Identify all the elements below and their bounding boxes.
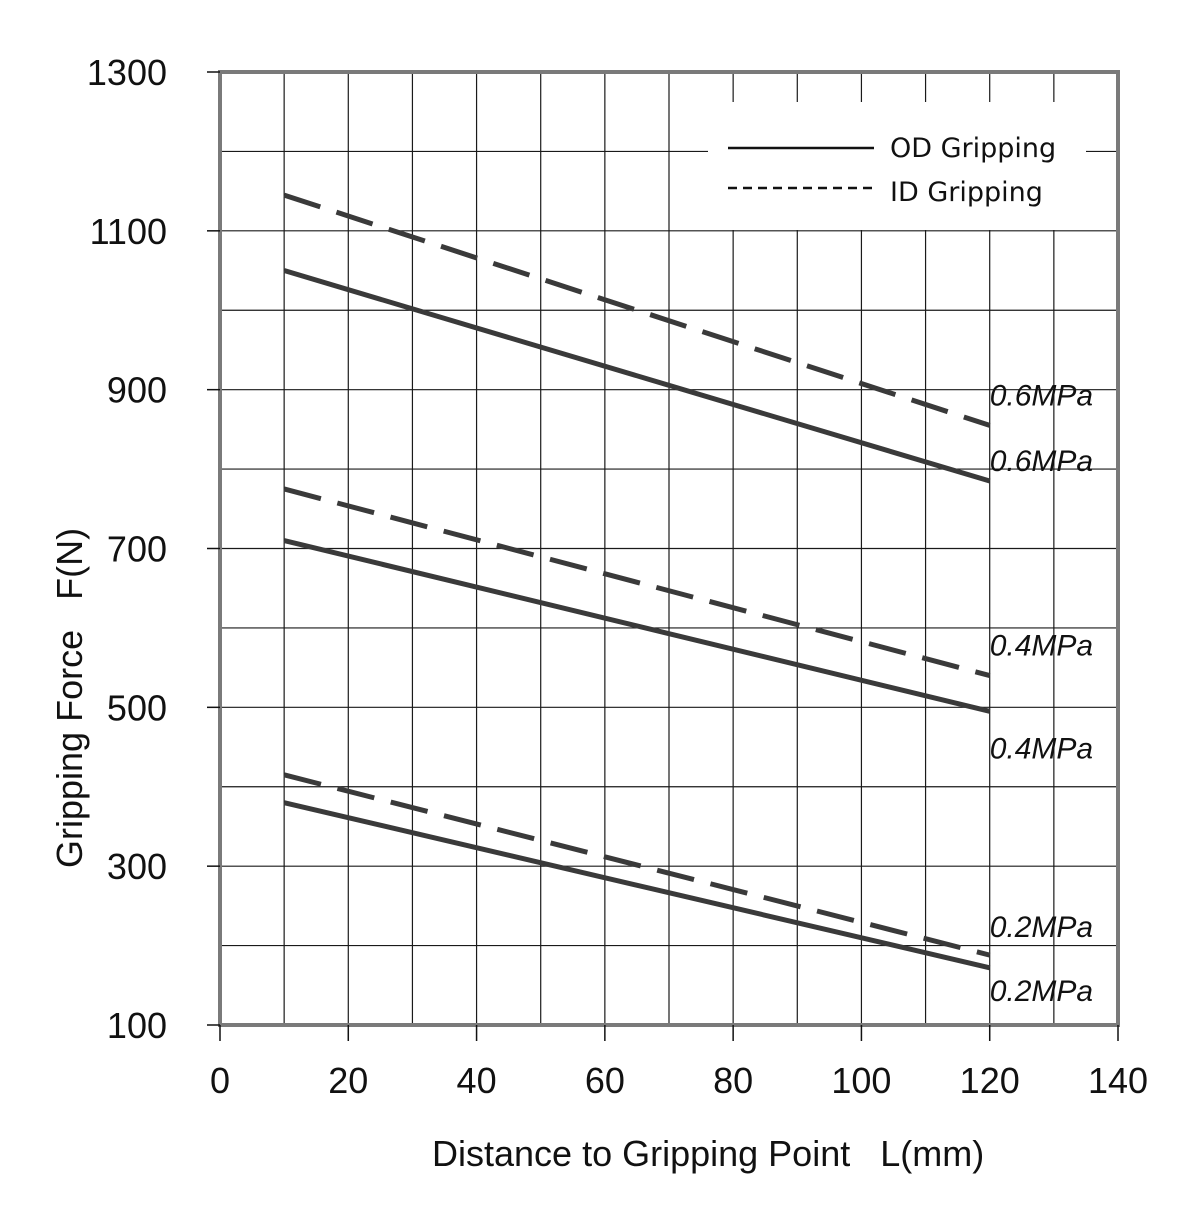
series-labels: 0.6MPa 0.6MPa 0.4MPa 0.4MPa 0.2MPa 0.2MPa bbox=[990, 379, 1093, 1007]
x-tick-label: 20 bbox=[328, 1060, 368, 1101]
y-tick-label: 500 bbox=[107, 687, 167, 728]
od-gripping-line bbox=[283, 538, 991, 714]
series-end-label: 0.4MPa bbox=[990, 630, 1093, 663]
x-axis-label: Distance to Gripping Point L(mm) bbox=[432, 1133, 984, 1174]
x-tick-label: 40 bbox=[457, 1060, 497, 1101]
legend: OD Gripping ID Gripping bbox=[708, 102, 1086, 230]
series-end-label: 0.4MPa bbox=[990, 732, 1093, 765]
series-end-label: 0.2MPa bbox=[990, 911, 1093, 944]
grid-lines bbox=[220, 72, 1118, 1025]
x-axis-ticks: 0 20 40 60 80 100 120 140 bbox=[210, 1025, 1148, 1101]
y-tick-label: 700 bbox=[107, 529, 167, 570]
id-gripping-line bbox=[283, 486, 991, 678]
od-gripping-line bbox=[283, 268, 991, 484]
legend-id-label: ID Gripping bbox=[890, 177, 1043, 208]
series-end-label: 0.6MPa bbox=[990, 379, 1093, 412]
y-tick-label: 100 bbox=[107, 1005, 167, 1046]
y-tick-label: 1300 bbox=[87, 52, 167, 93]
series-end-label: 0.2MPa bbox=[990, 975, 1093, 1008]
x-tick-label: 100 bbox=[831, 1060, 891, 1101]
series-lines bbox=[283, 192, 991, 971]
y-tick-label: 1100 bbox=[90, 211, 167, 252]
x-tick-label: 0 bbox=[210, 1060, 230, 1101]
id-gripping-line bbox=[283, 192, 991, 428]
series-end-label: 0.6MPa bbox=[990, 445, 1093, 478]
x-tick-label: 80 bbox=[713, 1060, 753, 1101]
y-axis-ticks: 100 300 500 700 900 1100 1300 bbox=[87, 52, 220, 1046]
y-tick-label: 900 bbox=[107, 370, 167, 411]
x-tick-label: 60 bbox=[585, 1060, 625, 1101]
x-tick-label: 140 bbox=[1088, 1060, 1148, 1101]
legend-box bbox=[708, 102, 1086, 230]
id-gripping-line bbox=[283, 772, 991, 958]
legend-od-label: OD Gripping bbox=[890, 133, 1056, 164]
od-gripping-line bbox=[283, 800, 991, 971]
y-axis-label: Gripping Force F(N) bbox=[49, 528, 90, 868]
y-tick-label: 300 bbox=[107, 846, 167, 887]
x-tick-label: 120 bbox=[960, 1060, 1020, 1101]
